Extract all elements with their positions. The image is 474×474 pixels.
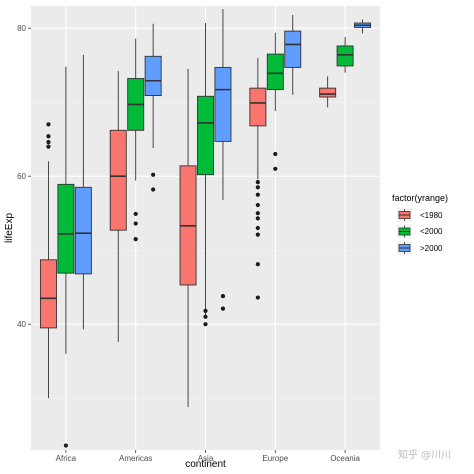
x-tick-label: Americas (119, 454, 152, 463)
legend-label-lt1980: <1980 (420, 211, 443, 220)
box-group (249, 57, 267, 300)
outlier-point (63, 443, 68, 448)
outlier-point (273, 166, 278, 171)
box-group (214, 8, 232, 311)
x-tick-label: Europe (262, 454, 288, 463)
box-body (336, 45, 354, 67)
box-group (354, 19, 372, 34)
x-tick-label: Asia (198, 454, 214, 463)
box-group (266, 32, 284, 171)
box-body (109, 129, 127, 231)
legend-title: factor(yrange) (392, 193, 448, 203)
box-group (319, 76, 337, 108)
outlier-point (255, 295, 260, 300)
outlier-point (133, 237, 138, 242)
boxes (39, 8, 372, 448)
watermark: 知乎 @川川 (398, 448, 451, 461)
box-group (127, 38, 145, 242)
y-tick-label: 80 (17, 24, 26, 33)
outlier-point (203, 314, 208, 319)
box-group (57, 66, 75, 448)
box-body (214, 66, 232, 142)
outlier-point (46, 140, 51, 145)
box-body (319, 87, 337, 98)
outlier-point (203, 308, 208, 313)
y-tick-label: 40 (17, 320, 26, 329)
legend-key (397, 208, 412, 222)
axes: 40 60 80 Africa Americas Asia Europe Oceania (17, 24, 360, 463)
outlier-point (220, 306, 226, 311)
x-tick-label: Oceania (330, 454, 360, 463)
legend: factor(yrange) <1980 <2000 >2000 (392, 193, 448, 255)
box-group (179, 68, 197, 408)
legend-label-gt2000: >2000 (420, 244, 443, 253)
outlier-point (220, 293, 226, 299)
legend-keys (397, 208, 412, 255)
outlier-point (133, 221, 138, 226)
outlier-point (255, 211, 260, 216)
box-group (39, 122, 57, 399)
legend-key (397, 241, 412, 255)
outlier-point (133, 211, 138, 217)
outlier-point (255, 202, 260, 208)
box-group (197, 23, 214, 327)
outlier-point (273, 151, 278, 157)
outlier-point (46, 134, 51, 139)
box-group (109, 71, 127, 342)
outlier-point (151, 172, 156, 177)
outlier-point (255, 232, 260, 237)
box-body (144, 55, 162, 96)
outlier-point (255, 185, 260, 190)
box-group (144, 23, 162, 192)
box-group (74, 54, 92, 330)
box-group (336, 37, 354, 73)
outlier-point (151, 187, 156, 192)
outlier-point (255, 192, 260, 197)
box-body (197, 95, 214, 176)
outlier-point (255, 225, 260, 231)
x-tick-label: Africa (56, 454, 77, 463)
outlier-point (255, 180, 260, 185)
box-body (249, 87, 267, 127)
box-body (266, 53, 284, 91)
legend-key (397, 224, 412, 239)
box-body (57, 183, 75, 274)
outlier-point (255, 216, 260, 221)
box-group (284, 14, 302, 95)
x-axis-title: continent (185, 459, 226, 470)
outlier-point (46, 122, 51, 127)
outlier-point (255, 262, 260, 267)
y-axis-title: lifeExp (4, 213, 15, 243)
outlier-point (203, 322, 208, 327)
outlier-point (46, 144, 51, 149)
box-body (284, 30, 302, 68)
legend-label-lt2000: <2000 (420, 227, 443, 236)
box-body (74, 186, 92, 275)
box-body (39, 259, 57, 329)
y-tick-label: 60 (17, 172, 26, 181)
